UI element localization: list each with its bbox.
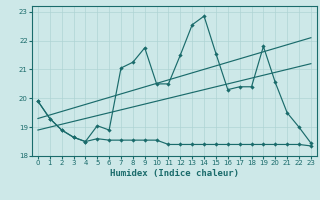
X-axis label: Humidex (Indice chaleur): Humidex (Indice chaleur) xyxy=(110,169,239,178)
